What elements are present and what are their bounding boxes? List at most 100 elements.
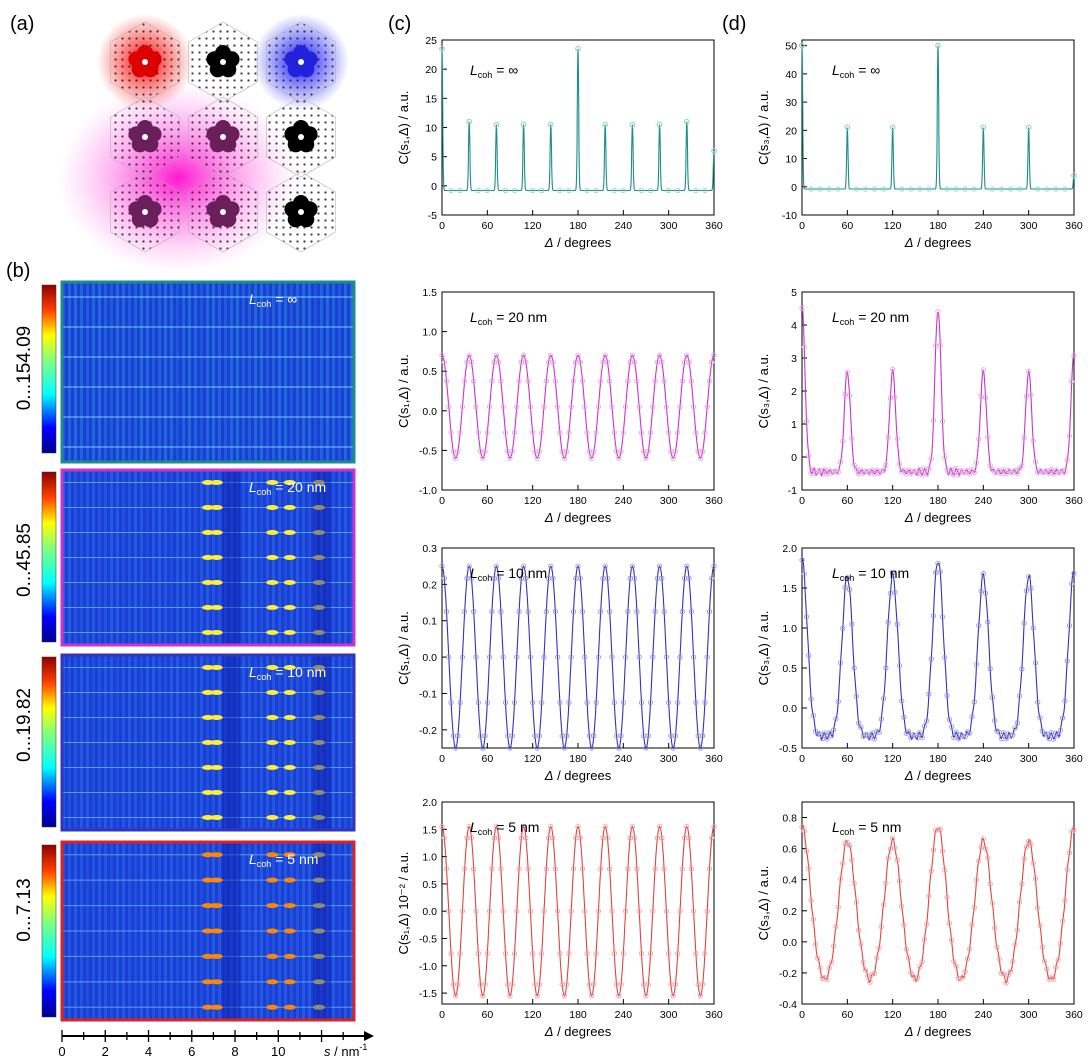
data-point [570, 378, 577, 384]
data-point [812, 941, 819, 947]
data-point [520, 823, 527, 830]
data-point [670, 993, 676, 999]
data-point [566, 950, 572, 957]
x-tick-label: 0 [439, 495, 445, 507]
flower-hole [220, 134, 226, 140]
y-tick-label: 20 [785, 125, 797, 137]
map-hotspot [283, 630, 296, 635]
data-point [607, 378, 613, 384]
data-point [493, 121, 500, 128]
map-hotspot [202, 1004, 214, 1010]
data-point [452, 993, 459, 999]
map-stripe [182, 282, 185, 462]
data-point [1028, 585, 1034, 591]
map-stripe [200, 282, 203, 462]
map-hotspot [202, 953, 214, 959]
data-point [973, 661, 980, 667]
data-point [878, 468, 884, 474]
data-point [541, 908, 547, 914]
data-point [638, 429, 645, 436]
data-point [557, 429, 563, 436]
map-dark-band [222, 470, 241, 645]
data-point [690, 654, 697, 660]
data-point [486, 908, 493, 914]
data-point [446, 404, 452, 410]
map-hotspot [266, 505, 279, 510]
data-point [1021, 620, 1027, 626]
map-hotspot [210, 790, 223, 795]
data-point [650, 908, 656, 914]
map-stripe [284, 282, 287, 462]
data-point [808, 897, 814, 903]
data-point [1028, 841, 1034, 848]
data-point [980, 571, 986, 577]
data-point [550, 359, 556, 365]
series-annotation: Lcoh = ∞ [470, 62, 518, 80]
data-point [448, 187, 454, 194]
data-point [853, 466, 860, 472]
data-point [688, 866, 694, 872]
data-point [905, 955, 912, 961]
data-point [591, 733, 597, 739]
data-point [530, 699, 536, 706]
map-hotspot [202, 605, 214, 610]
data-point [672, 981, 679, 988]
data-point [550, 835, 556, 841]
data-point [602, 823, 608, 830]
data-point [543, 378, 549, 384]
data-point [815, 955, 821, 961]
flower-hole [298, 209, 304, 215]
data-point [480, 455, 486, 461]
data-point [880, 901, 887, 908]
data-point [910, 732, 916, 738]
data-point [871, 736, 878, 742]
map-background [62, 282, 354, 462]
data-point [548, 823, 554, 830]
data-point [582, 908, 588, 914]
data-point [876, 945, 882, 951]
data-point [1039, 728, 1045, 734]
map-stripe [314, 282, 317, 462]
plot-d4: -0.4 -0.2 0.0 0.2 0.4 0.6 0.8 0 60 120 180 240 300 36… [756, 801, 1083, 1039]
data-point [595, 908, 602, 914]
data-point [1053, 964, 1059, 970]
data-point [677, 404, 683, 410]
data-point [482, 733, 488, 739]
data-point [706, 866, 713, 872]
x-tick-label: 120 [524, 220, 542, 232]
map-hotspot [283, 665, 296, 670]
map-hotspot [266, 953, 279, 959]
data-point [507, 993, 513, 999]
data-point [871, 970, 878, 977]
flower-motif [128, 120, 162, 153]
y-tick-label: 0.0 [782, 937, 797, 949]
data-point [1055, 732, 1061, 738]
panel-b-label: (b) [6, 260, 30, 282]
data-point [953, 729, 959, 735]
map-stripe [248, 282, 251, 462]
map-hotspot [283, 877, 296, 883]
data-point [880, 186, 887, 192]
data-point [971, 469, 977, 476]
data-point [1053, 186, 1059, 192]
y-tick-label: 5 [791, 287, 797, 299]
data-line [801, 823, 1075, 985]
data-point [455, 733, 461, 739]
map-annotation: Lcoh = 20 nm [249, 479, 326, 497]
map-hotspot [266, 740, 279, 745]
data-point [552, 378, 558, 384]
data-point [1021, 856, 1027, 862]
data-point [1062, 898, 1068, 904]
x-tick-label: 0 [799, 753, 805, 765]
data-point [711, 823, 717, 830]
map-hotspot [312, 953, 325, 959]
data-point [584, 429, 590, 436]
data-point [636, 654, 642, 660]
data-point [962, 734, 968, 740]
y-tick-label: 0.0 [422, 652, 437, 664]
x-tick-label: 60 [481, 753, 493, 765]
data-point [982, 395, 989, 401]
data-point [1026, 573, 1032, 580]
data-point [917, 186, 923, 192]
